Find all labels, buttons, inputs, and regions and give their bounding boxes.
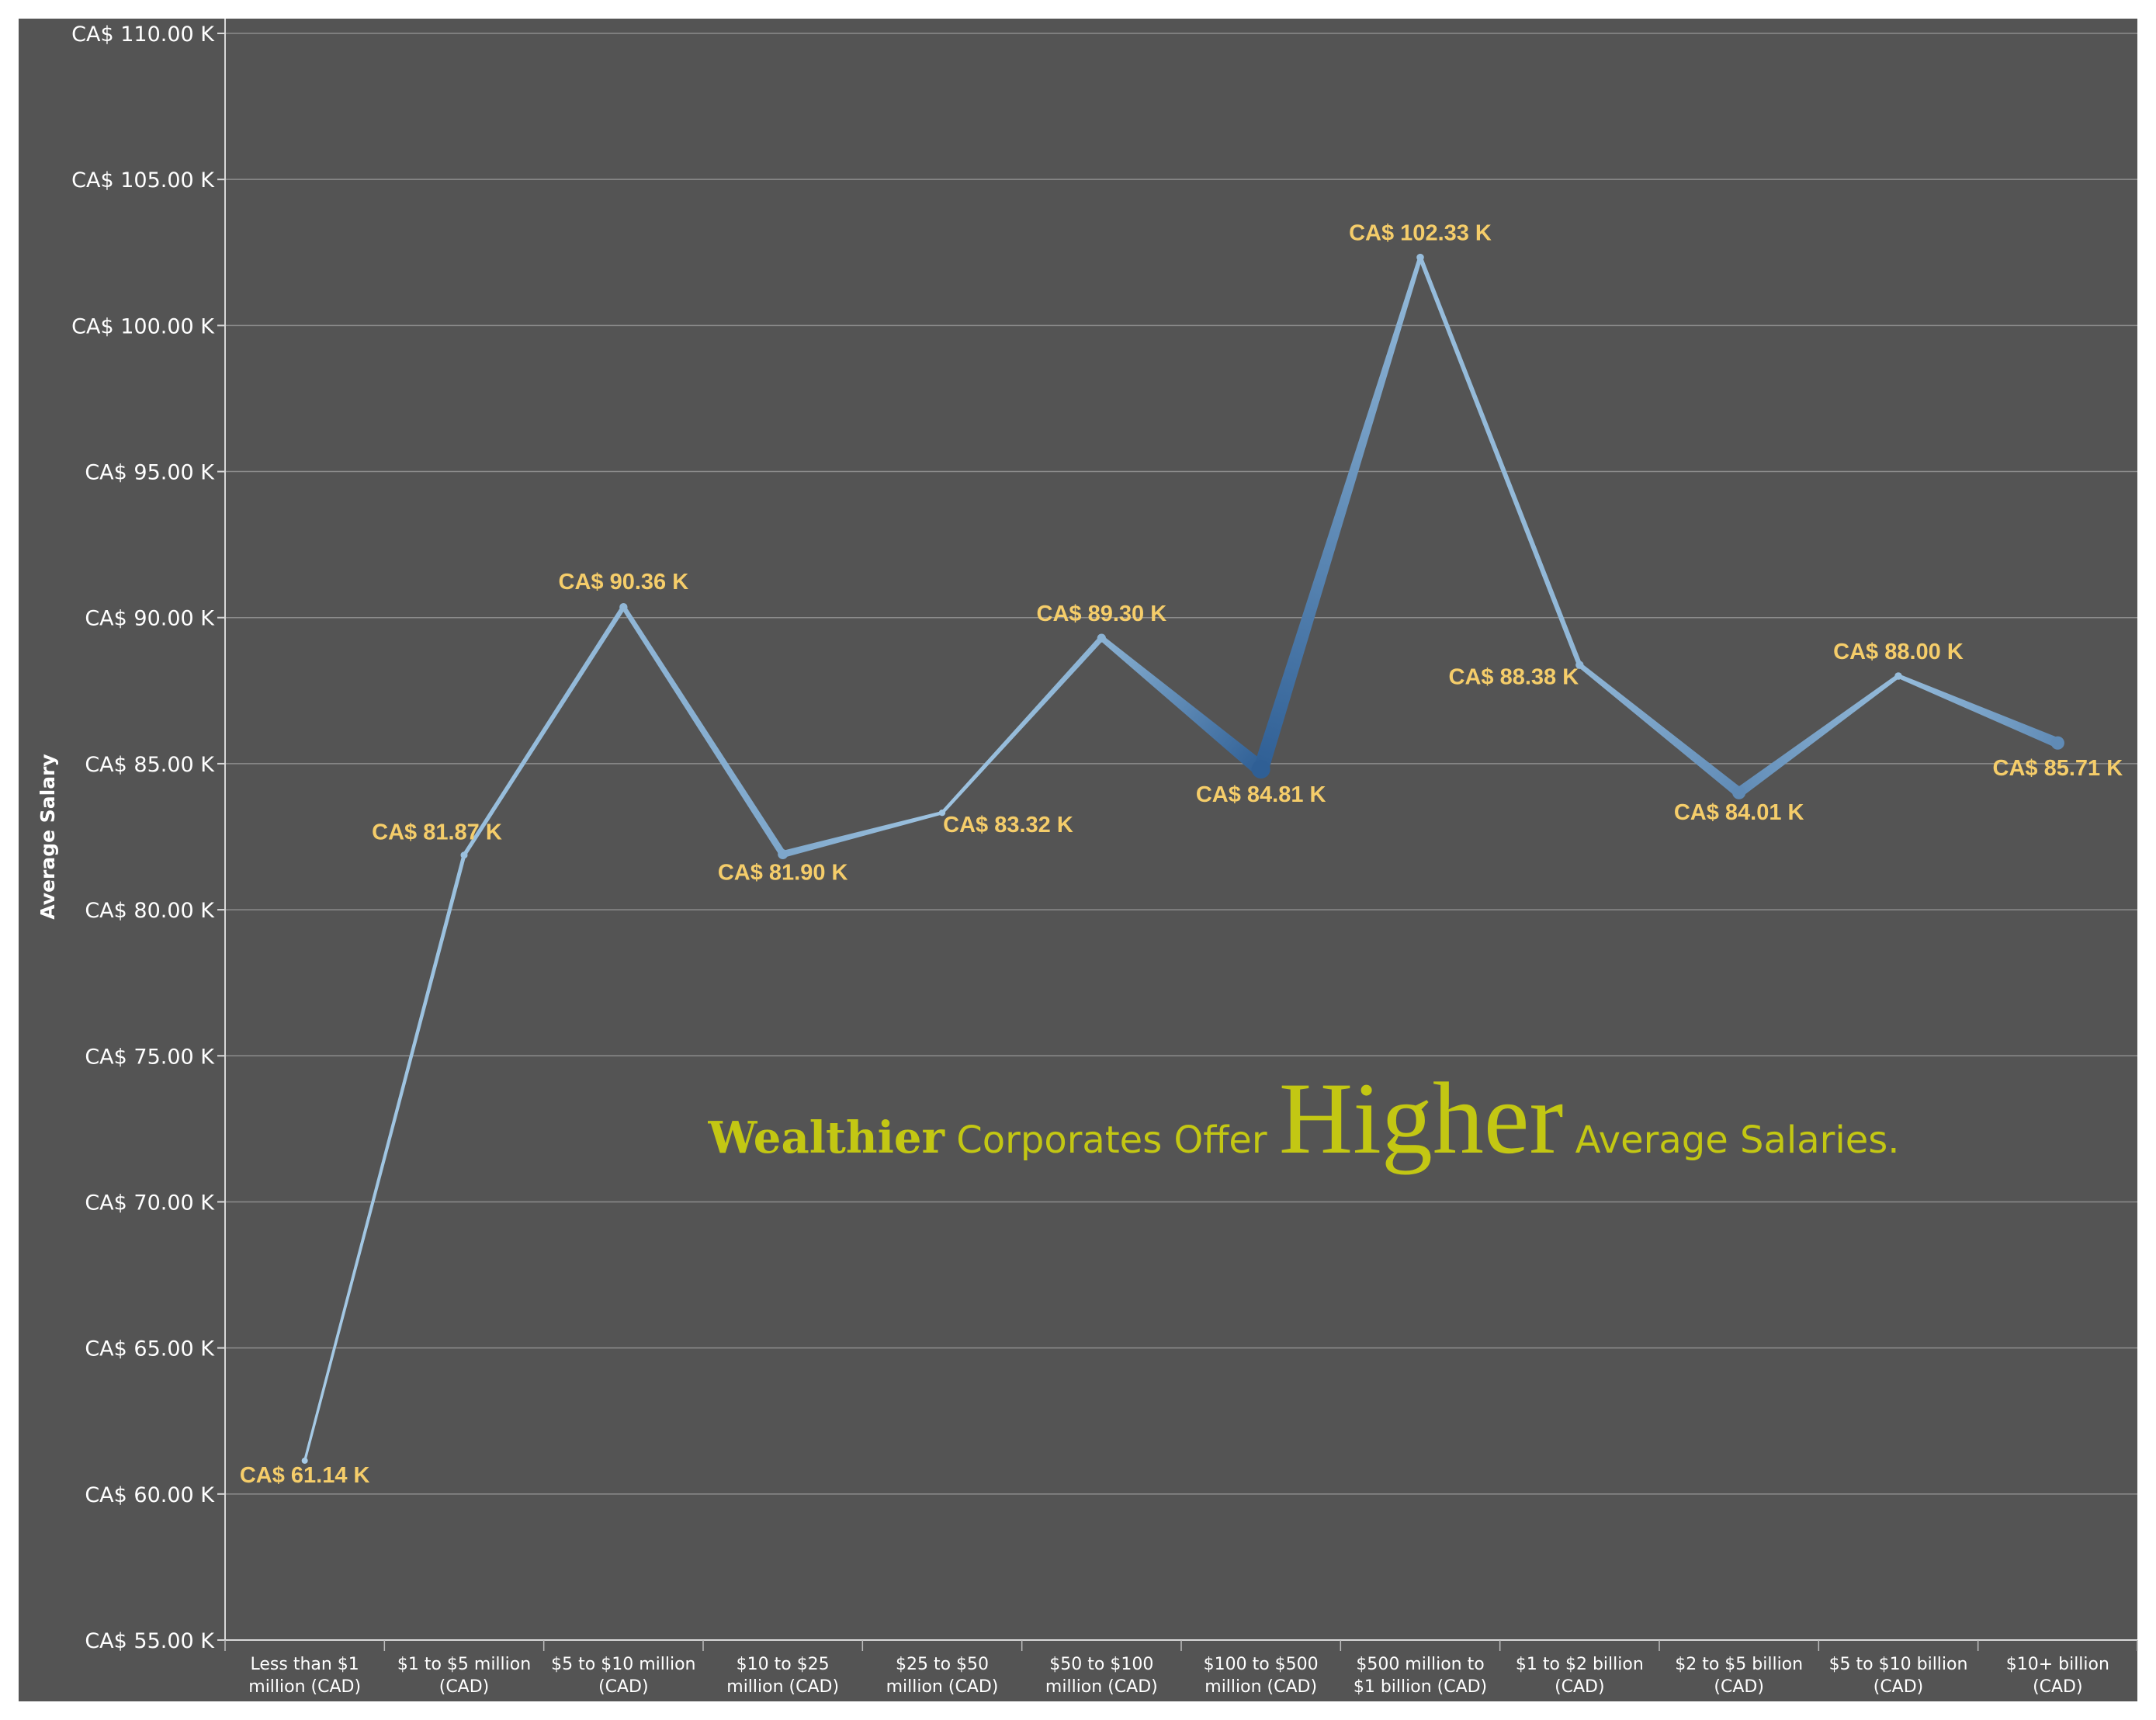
data-point[interactable] — [619, 602, 628, 612]
line-segment — [1418, 256, 1582, 666]
annotation-part-2: Corporates Offer — [945, 1118, 1279, 1162]
line-segment — [1735, 674, 1900, 797]
annotation-part-4: Average Salaries. — [1563, 1118, 1899, 1162]
y-tick-label: CA$ 105.00 K — [71, 168, 215, 192]
chart-background — [19, 19, 2137, 1701]
y-tick-label: CA$ 80.00 K — [85, 899, 215, 923]
line-segment — [782, 811, 943, 858]
data-point[interactable] — [778, 849, 789, 860]
y-tick-label: CA$ 55.00 K — [85, 1629, 215, 1653]
data-point[interactable] — [1894, 672, 1902, 680]
x-tick-label: $5 to $10 million (CAD) — [551, 1655, 695, 1697]
gridlines — [225, 33, 2137, 1495]
data-label: CA$ 90.36 K — [559, 570, 689, 595]
data-label: CA$ 81.87 K — [372, 820, 502, 845]
line-segment — [462, 605, 626, 857]
data-label: CA$ 88.38 K — [1449, 665, 1579, 690]
x-tick-label: $100 to $500 million (CAD) — [1204, 1655, 1319, 1697]
data-point[interactable] — [1732, 785, 1746, 799]
data-labels: CA$ 61.14 K CA$ 81.87 K CA$ 90.36 K CA$ 81.… — [240, 221, 2123, 1488]
data-label: CA$ 88.00 K — [1833, 640, 1964, 664]
y-tick-label: CA$ 90.00 K — [85, 607, 215, 631]
x-tick-label: $50 to $100 million (CAD) — [1045, 1655, 1158, 1697]
x-tick-label: $2 to $5 billion (CAD) — [1675, 1655, 1803, 1697]
data-label: CA$ 61.14 K — [240, 1463, 370, 1488]
axes — [217, 19, 2138, 1651]
x-tick-label: Less than $1 million (CAD) — [248, 1655, 361, 1697]
data-label: CA$ 102.33 K — [1349, 221, 1492, 246]
line-segment — [1578, 663, 1742, 797]
data-point[interactable] — [1575, 661, 1584, 669]
y-axis-tick-labels: CA$ 55.00 K CA$ 60.00 K CA$ 65.00 K CA$ 70.… — [71, 23, 215, 1653]
x-tick-label: $500 million to $1 billion (CAD) — [1354, 1655, 1487, 1697]
data-point[interactable] — [301, 1457, 308, 1464]
data-points — [301, 253, 2064, 1464]
data-point[interactable] — [2050, 736, 2064, 750]
line-segment — [1253, 256, 1423, 772]
x-tick-label: $5 to $10 billion (CAD) — [1829, 1655, 1968, 1697]
line-segment — [303, 855, 466, 1462]
x-axis-tick-labels: Less than $1 million (CAD) $1 to $5 millio… — [248, 1655, 2109, 1697]
data-label: CA$ 84.01 K — [1674, 800, 1804, 825]
data-point[interactable] — [460, 851, 468, 859]
line-segment — [941, 636, 1104, 814]
data-label: CA$ 85.71 K — [1993, 756, 2123, 781]
series-line — [303, 256, 2060, 1462]
line-segment — [1897, 674, 2060, 748]
x-tick-label: $10 to $25 million (CAD) — [726, 1655, 839, 1697]
y-tick-label: CA$ 60.00 K — [85, 1483, 215, 1507]
y-tick-label: CA$ 70.00 K — [85, 1191, 215, 1215]
x-tick-label: $1 to $5 million (CAD) — [397, 1655, 531, 1697]
data-point[interactable] — [1097, 633, 1106, 643]
line-segment — [621, 605, 786, 857]
annotation-part-3: Higher — [1279, 1061, 1564, 1175]
annotation-part-1: Wealthier — [707, 1112, 945, 1163]
data-label: CA$ 89.30 K — [1037, 602, 1167, 626]
y-tick-label: CA$ 110.00 K — [71, 23, 215, 47]
data-label: CA$ 84.81 K — [1196, 782, 1326, 807]
data-label: CA$ 83.32 K — [943, 813, 1073, 837]
data-point[interactable] — [1251, 760, 1270, 779]
data-point[interactable] — [938, 809, 946, 817]
y-tick-label: CA$ 65.00 K — [85, 1337, 215, 1361]
y-axis-title: Average Salary — [36, 754, 59, 919]
data-point[interactable] — [1416, 253, 1424, 262]
x-tick-label: $10+ billion (CAD) — [2006, 1655, 2109, 1697]
y-tick-label: CA$ 85.00 K — [85, 753, 215, 777]
line-segment — [1100, 636, 1267, 775]
x-tick-label: $1 to $2 billion (CAD) — [1516, 1655, 1644, 1697]
y-tick-label: CA$ 95.00 K — [85, 461, 215, 485]
data-label: CA$ 81.90 K — [718, 861, 848, 886]
chart-annotation: Wealthier Corporates Offer Higher Averag… — [707, 1061, 1899, 1175]
y-tick-label: CA$ 75.00 K — [85, 1045, 215, 1069]
x-tick-label: $25 to $50 million (CAD) — [886, 1655, 999, 1697]
y-tick-label: CA$ 100.00 K — [71, 314, 215, 338]
